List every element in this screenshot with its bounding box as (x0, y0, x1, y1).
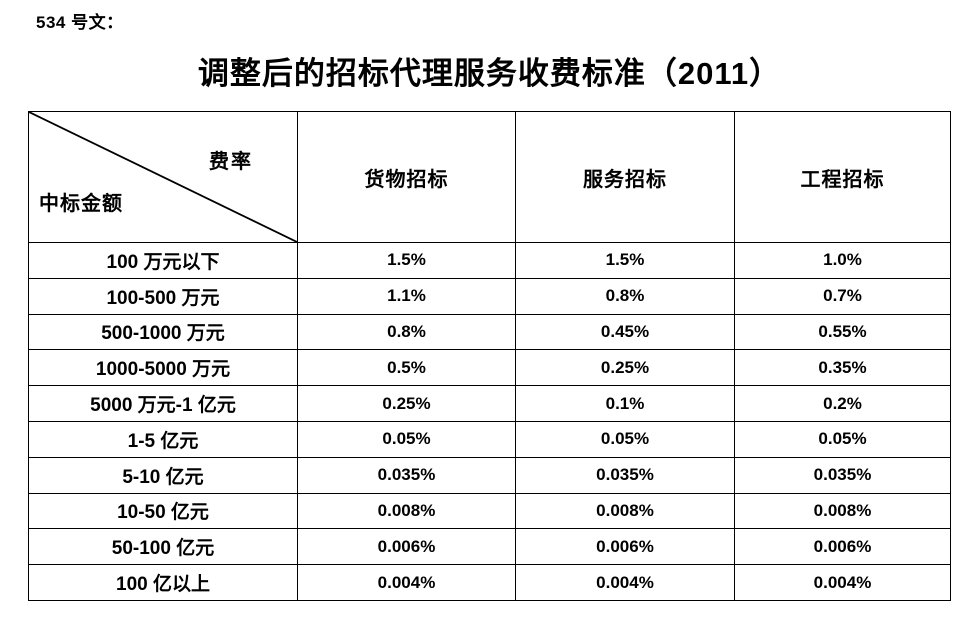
fee-rate-table: 费率 中标金额 货物招标 服务招标 工程招标 100 万元以下 1.5% 1.5… (28, 111, 951, 601)
rate-cell: 1.5% (297, 242, 516, 279)
corner-label-rate: 费率 (209, 151, 253, 173)
rate-cell: 1.0% (734, 242, 951, 279)
table-row: 50-100 亿元 0.006% 0.006% 0.006% (28, 528, 951, 566)
row-label-cell: 10-50 亿元 (28, 492, 298, 530)
rate-cell: 0.006% (734, 528, 951, 566)
rate-cell: 0.035% (297, 456, 516, 494)
table-row: 500-1000 万元 0.8% 0.45% 0.55% (28, 313, 951, 351)
table-row: 1-5 亿元 0.05% 0.05% 0.05% (28, 420, 951, 458)
rate-cell: 0.2% (734, 385, 951, 422)
table-row: 100 亿以上 0.004% 0.004% 0.004% (28, 564, 951, 601)
row-label-cell: 5-10 亿元 (28, 456, 298, 494)
table-row: 1000-5000 万元 0.5% 0.25% 0.35% (28, 349, 951, 387)
column-header-engineering: 工程招标 (734, 111, 951, 243)
table-row: 100 万元以下 1.5% 1.5% 1.0% (28, 242, 951, 279)
rate-cell: 0.25% (515, 349, 735, 387)
rate-cell: 0.004% (734, 564, 951, 601)
row-label-cell: 100-500 万元 (28, 277, 298, 315)
rate-cell: 0.7% (734, 277, 951, 315)
rate-cell: 0.45% (515, 313, 735, 351)
rate-cell: 0.8% (297, 313, 516, 351)
row-label-cell: 1000-5000 万元 (28, 349, 298, 387)
row-label-cell: 100 亿以上 (28, 564, 298, 601)
column-header-goods: 货物招标 (297, 111, 516, 243)
corner-header-cell: 费率 中标金额 (28, 111, 298, 243)
row-label-cell: 1-5 亿元 (28, 420, 298, 458)
page-title: 调整后的招标代理服务收费标准（2011） (197, 56, 782, 91)
rate-cell: 0.035% (734, 456, 951, 494)
rate-cell: 0.008% (515, 492, 735, 530)
rate-cell: 0.05% (297, 420, 516, 458)
rate-cell: 0.35% (734, 349, 951, 387)
rate-cell: 0.004% (297, 564, 516, 601)
table-row: 10-50 亿元 0.008% 0.008% 0.008% (28, 492, 951, 530)
row-label-cell: 500-1000 万元 (28, 313, 298, 351)
rate-cell: 0.008% (734, 492, 951, 530)
corner-label-amount: 中标金额 (39, 193, 123, 215)
doc-number: 534 号文： (36, 13, 124, 32)
row-label-cell: 5000 万元-1 亿元 (28, 385, 298, 422)
table-header-row: 费率 中标金额 货物招标 服务招标 工程招标 (28, 111, 951, 243)
rate-cell: 0.004% (515, 564, 735, 601)
rate-cell: 0.006% (297, 528, 516, 566)
row-label-cell: 50-100 亿元 (28, 528, 298, 566)
rate-cell: 1.5% (515, 242, 735, 279)
row-label-cell: 100 万元以下 (28, 242, 298, 279)
rate-cell: 0.8% (515, 277, 735, 315)
rate-cell: 1.1% (297, 277, 516, 315)
rate-cell: 0.008% (297, 492, 516, 530)
rate-cell: 0.006% (515, 528, 735, 566)
table-row: 100-500 万元 1.1% 0.8% 0.7% (28, 277, 951, 315)
rate-cell: 0.5% (297, 349, 516, 387)
rate-cell: 0.55% (734, 313, 951, 351)
table-row: 5-10 亿元 0.035% 0.035% 0.035% (28, 456, 951, 494)
rate-cell: 0.25% (297, 385, 516, 422)
rate-cell: 0.1% (515, 385, 735, 422)
diagonal-line (29, 112, 297, 242)
table-row: 5000 万元-1 亿元 0.25% 0.1% 0.2% (28, 385, 951, 422)
rate-cell: 0.035% (515, 456, 735, 494)
rate-cell: 0.05% (515, 420, 735, 458)
column-header-services: 服务招标 (515, 111, 735, 243)
rate-cell: 0.05% (734, 420, 951, 458)
